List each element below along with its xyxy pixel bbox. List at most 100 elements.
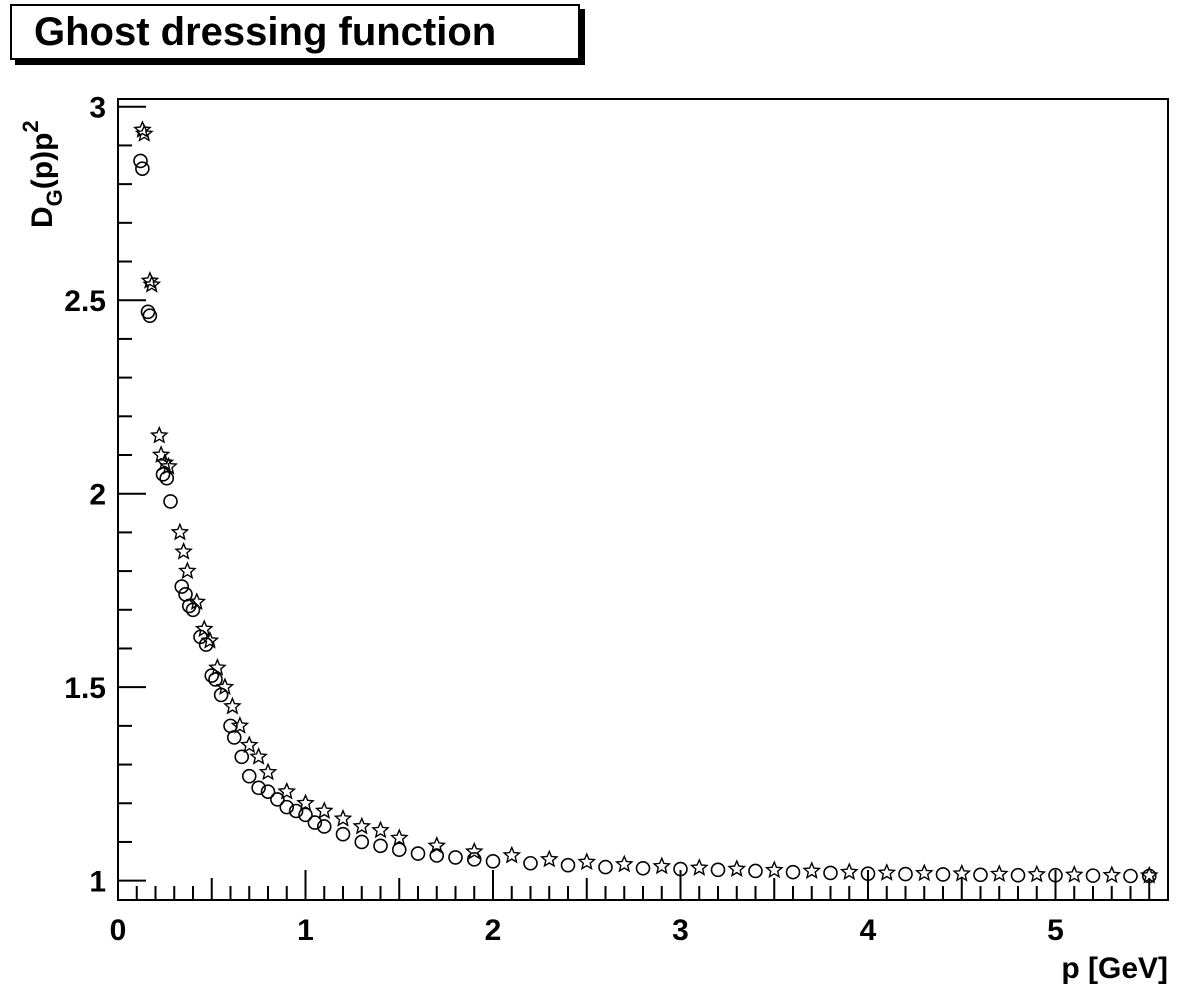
x-axis-tick-labels: 0 1 2 3 4 5 (110, 914, 1064, 947)
data-point-circle (204, 668, 220, 683)
y-tick-label: 2.5 (64, 285, 106, 318)
data-point-circle (159, 470, 175, 486)
data-point-star (194, 619, 214, 638)
data-point-star (652, 856, 672, 875)
data-point-circle (1085, 868, 1101, 883)
data-point-star (1064, 864, 1084, 883)
data-point-circle (1048, 867, 1063, 883)
data-point-circle (823, 865, 838, 881)
data-point-circle (241, 768, 257, 784)
data-point-circle (598, 859, 613, 875)
data-point-star (296, 793, 315, 812)
data-point-circle (163, 494, 178, 509)
data-point-star (1139, 865, 1159, 884)
data-point-circle (710, 862, 726, 878)
data-point-circle (260, 784, 276, 799)
data-point-star (208, 657, 227, 676)
data-point-circle (973, 867, 988, 883)
data-point-circle (523, 855, 538, 871)
data-point-star (215, 677, 235, 696)
data-point-star (614, 854, 634, 873)
data-point-star (914, 863, 934, 882)
data-point-star (170, 522, 190, 541)
data-point-star (839, 862, 859, 881)
data-point-circle (410, 846, 426, 861)
data-point-star (159, 456, 178, 475)
chart-title: Ghost dressing function (34, 9, 497, 54)
data-point-star (464, 841, 484, 860)
data-point-circle (935, 867, 951, 882)
y-axis-title: DG(p)p2 (18, 120, 67, 228)
data-point-circle (316, 819, 332, 834)
data-point-circle (1141, 868, 1157, 884)
data-point-circle (270, 792, 285, 807)
data-point-circle (373, 838, 388, 854)
data-point-star (539, 849, 559, 868)
y-axis-title-base: D (26, 206, 59, 228)
data-point-star (258, 762, 278, 781)
data-point-circle (748, 863, 763, 879)
data-point-star (223, 696, 242, 715)
y-tick-label: 2 (89, 479, 106, 512)
data-point-star (1027, 864, 1047, 883)
data-point-star (427, 835, 447, 854)
data-point-star (802, 861, 822, 879)
x-tick-label: 2 (485, 914, 502, 947)
data-point-star (389, 828, 409, 847)
y-axis-title-sub: G (42, 189, 67, 206)
data-point-star (230, 716, 250, 734)
data-point-circle (673, 861, 688, 877)
data-point-circle (133, 153, 148, 169)
data-point-circle (466, 852, 482, 867)
plot-frame (117, 98, 1169, 901)
data-point-star (249, 746, 268, 765)
data-point-star (727, 859, 747, 877)
data-points (133, 120, 1159, 884)
data-point-star (200, 630, 220, 649)
data-point-star (352, 816, 372, 835)
data-point-circle (298, 807, 313, 823)
x-tick-label: 4 (860, 914, 877, 947)
y-tick-label: 1 (89, 866, 106, 899)
data-point-star (314, 801, 334, 819)
data-point-circle (288, 803, 304, 819)
data-point-star (151, 445, 171, 463)
y-axis-tick-labels: 1 1.5 2 2.5 3 (64, 92, 106, 899)
data-point-circle (898, 866, 913, 882)
title-box: Ghost dressing function (10, 4, 580, 60)
data-point-circle (234, 749, 250, 765)
data-point-circle (174, 579, 190, 594)
data-point-circle (226, 730, 242, 745)
y-axis-ticks (118, 105, 146, 882)
data-point-star (1102, 865, 1122, 884)
data-point-circle (448, 850, 463, 865)
data-point-star (187, 592, 207, 610)
data-point-circle (391, 842, 407, 857)
data-point-star (502, 845, 522, 864)
x-tick-label: 5 (1047, 914, 1064, 947)
data-point-star (764, 860, 784, 879)
data-point-star (149, 425, 169, 444)
data-point-circle (135, 161, 150, 176)
data-point-circle (1123, 868, 1138, 884)
data-point-star (689, 858, 709, 876)
y-tick-label: 1.5 (64, 672, 106, 705)
data-point-star (277, 781, 297, 800)
data-point-star (134, 123, 154, 142)
data-point-star (952, 863, 972, 882)
data-point-circle (860, 866, 876, 881)
data-point-star (577, 852, 597, 871)
data-point-circle (1010, 867, 1026, 883)
data-point-star (140, 271, 160, 289)
data-point-star (155, 452, 175, 471)
data-point-circle (635, 860, 651, 876)
x-tick-label: 3 (672, 914, 689, 947)
y-tick-label: 3 (89, 92, 106, 125)
x-axis-ticks (117, 870, 1169, 900)
data-point-circle (307, 815, 323, 830)
data-point-circle (335, 826, 351, 842)
x-axis-title: p [GeV] (1061, 952, 1168, 985)
data-point-star (877, 863, 897, 881)
data-point-circle (279, 799, 295, 815)
